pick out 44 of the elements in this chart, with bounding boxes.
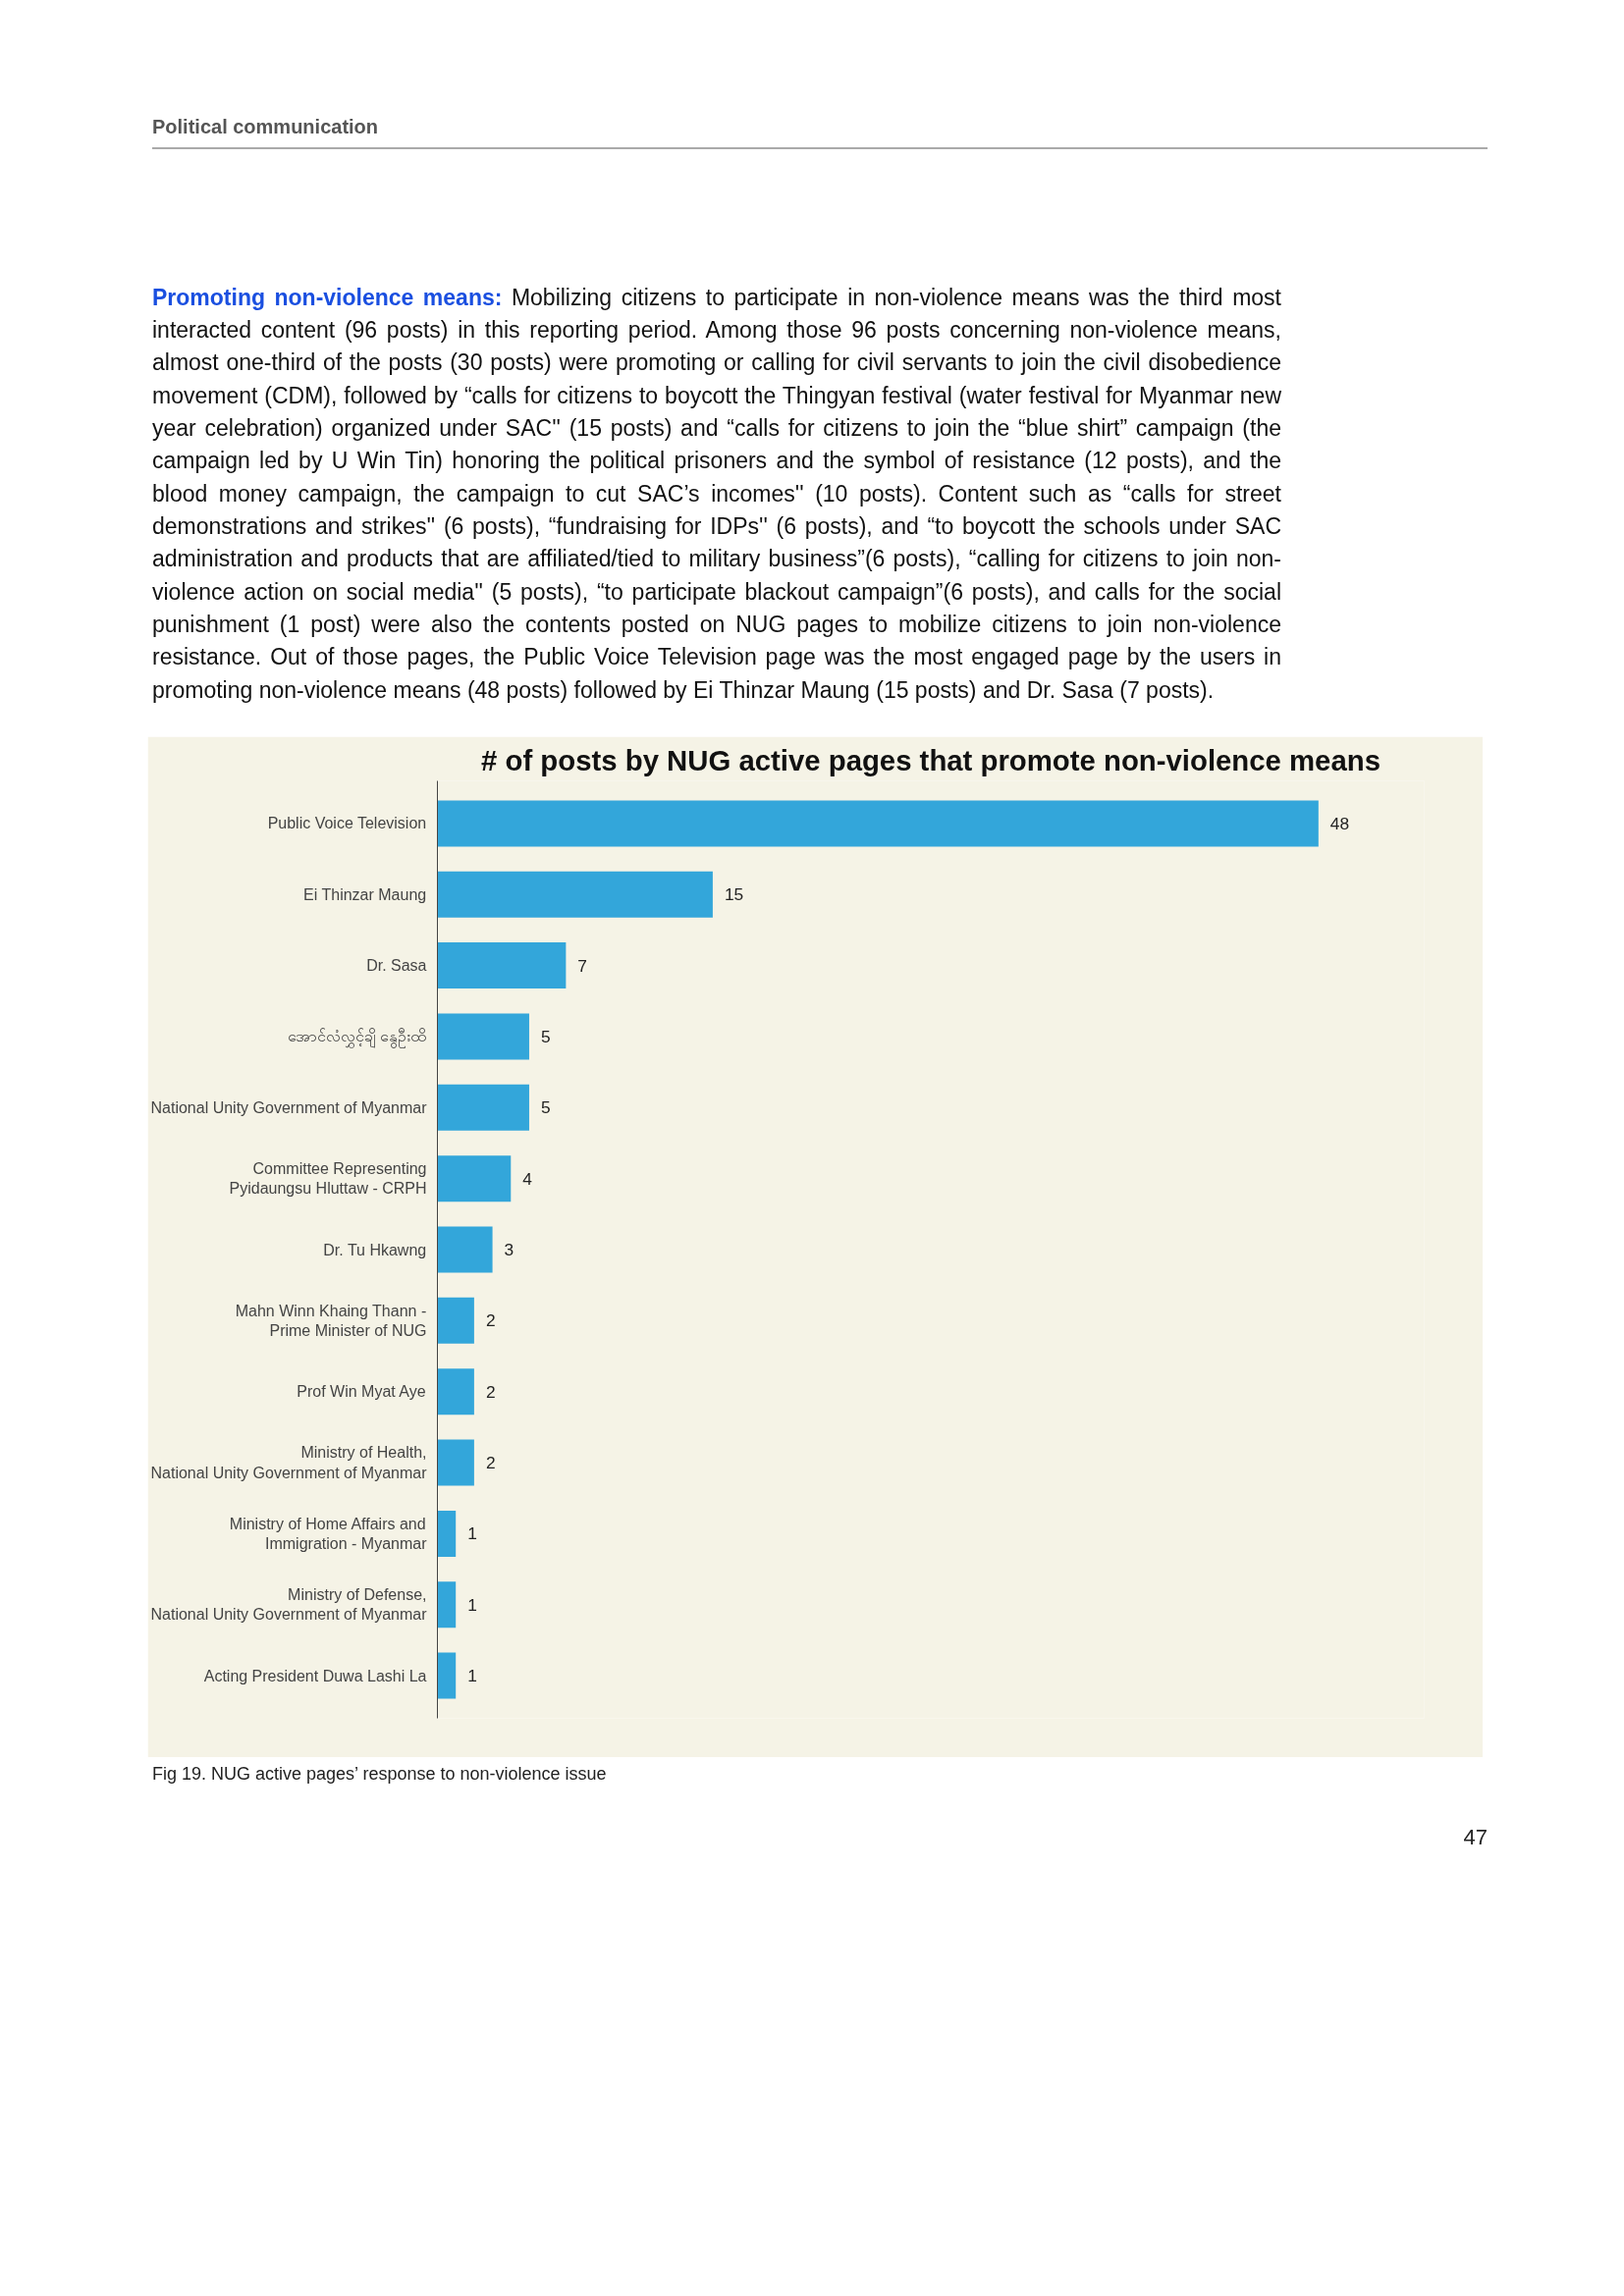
- data-label: 2: [485, 1453, 496, 1473]
- bar: [437, 1439, 474, 1486]
- y-tick-label: Dr. Tu Hkawng: [323, 1241, 427, 1258]
- y-tick-label: Mahn Winn Khaing Thann - Prime Minister of NUG: [235, 1302, 427, 1340]
- text: Promoting non-violence means:: [152, 284, 503, 310]
- y-tick-label: အောင်လံလွှင့်ချိ နွေဦးထိ: [288, 1028, 427, 1049]
- data-label: 15: [724, 884, 744, 905]
- data-label: 3: [504, 1240, 514, 1260]
- y-tick-label: Ei Thinzar Maung: [303, 885, 427, 903]
- bar: [437, 1368, 474, 1415]
- data-label: 2: [485, 1381, 496, 1402]
- data-label: 4: [522, 1168, 533, 1189]
- bar: [437, 1155, 512, 1202]
- y-tick-label: Ministry of Health, National Unity Government of Myanmar: [150, 1444, 428, 1481]
- data-label: 5: [540, 1026, 551, 1046]
- data-label: 2: [485, 1310, 496, 1331]
- bar: [437, 1510, 457, 1557]
- bar: [437, 1581, 457, 1629]
- y-tick-label: Committee Representing Pyidaungsu Hluttaw - CRPH: [229, 1159, 427, 1198]
- bar: [437, 1297, 474, 1344]
- bar: [437, 942, 567, 989]
- bar: [437, 1226, 493, 1273]
- y-tick-label: National Unity Government of Myanmar: [150, 1098, 428, 1116]
- chart-title: # of posts by NUG active pages that promote non-violence means: [481, 743, 1380, 776]
- bar: [437, 1652, 457, 1699]
- data-label: 5: [540, 1097, 551, 1118]
- data-label: 1: [467, 1523, 477, 1544]
- y-tick-label: Ministry of Home Affairs and Immigration - Myanmar: [229, 1515, 428, 1553]
- bar: [437, 1013, 529, 1060]
- y-tick-label: Ministry of Defense, National Unity Government of Myanmar: [150, 1586, 428, 1624]
- bar: [437, 800, 1319, 847]
- y-tick-label: Acting President Duwa Lashi La: [203, 1667, 427, 1684]
- data-label: 7: [577, 955, 587, 976]
- text: 47: [1463, 1823, 1488, 1851]
- y-tick-label: Public Voice Television: [267, 815, 427, 832]
- caption: Fig 19. NUG active pages’ response to non-violence issue: [152, 1763, 607, 1787]
- y-tick-label: Prof Win Myat Aye: [297, 1383, 426, 1401]
- bar: [437, 871, 713, 918]
- text: Political communication: [152, 115, 379, 139]
- y-tick-label: Dr. Sasa: [366, 957, 427, 975]
- data-label: 1: [467, 1666, 477, 1686]
- data-label: 1: [467, 1594, 477, 1615]
- bar: [437, 1084, 529, 1131]
- data-label: 48: [1329, 813, 1350, 833]
